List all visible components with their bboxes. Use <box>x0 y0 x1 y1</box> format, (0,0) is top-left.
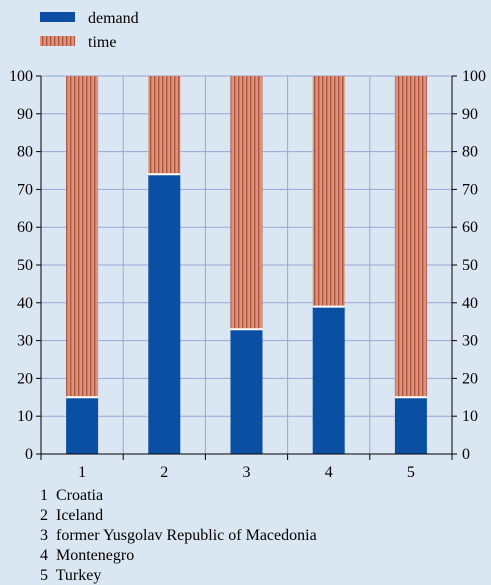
y-tick-label-left: 40 <box>17 295 33 312</box>
y-tick-label-right: 90 <box>462 106 478 123</box>
bar-demand-5 <box>394 397 427 454</box>
x-tick-label: 1 <box>78 464 86 481</box>
y-tick-label-right: 50 <box>462 257 478 274</box>
legend: demand time <box>40 10 139 51</box>
y-tick-label-right: 60 <box>462 219 478 236</box>
y-tick-label-right: 30 <box>462 333 478 350</box>
y-tick-label-right: 100 <box>462 68 486 85</box>
y-tick-label-left: 20 <box>17 370 33 387</box>
x-tick-label: 3 <box>243 464 251 481</box>
bar-demand-2 <box>148 174 181 454</box>
y-tick-label-right: 10 <box>462 408 478 425</box>
category-notes: 1 Croatia 2 Iceland 3 former Yusgolav Repu… <box>40 487 317 584</box>
bar-demand-3 <box>230 329 263 454</box>
bar-time-5 <box>394 76 427 398</box>
category-note: 1 Croatia <box>40 487 103 504</box>
y-tick-label-left: 50 <box>17 257 33 274</box>
legend-swatch-time <box>40 36 75 46</box>
y-tick-label-left: 10 <box>17 408 33 425</box>
category-note: 5 Turkey <box>40 567 101 584</box>
bar-time-3 <box>230 76 263 330</box>
y-tick-label-left: 70 <box>17 181 33 198</box>
y-tick-label-left: 90 <box>17 106 33 123</box>
y-tick-label-left: 0 <box>25 446 33 463</box>
bar-demand-1 <box>66 397 99 454</box>
bar-time-1 <box>66 76 99 398</box>
y-tick-label-left: 60 <box>17 219 33 236</box>
bar-time-4 <box>312 76 345 307</box>
x-tick-label: 4 <box>325 464 333 481</box>
category-note: 3 former Yusgolav Republic of Macedonia <box>40 527 317 544</box>
x-tick-label: 2 <box>160 464 168 481</box>
y-tick-label-right: 0 <box>462 446 470 463</box>
y-tick-label-left: 30 <box>17 333 33 350</box>
y-tick-label-left: 100 <box>9 68 33 85</box>
category-note: 2 Iceland <box>40 507 103 524</box>
y-tick-label-right: 80 <box>462 144 478 161</box>
legend-label-demand: demand <box>88 10 139 27</box>
y-tick-label-right: 20 <box>462 370 478 387</box>
x-tick-label: 5 <box>407 464 415 481</box>
y-tick-label-right: 40 <box>462 295 478 312</box>
axes: 0 0 10 10 20 20 30 30 40 40 50 50 60 60 70 70 80 80 90 90 10… <box>9 68 486 481</box>
category-note: 4 Montenegro <box>40 547 134 564</box>
bar-time-2 <box>148 76 181 175</box>
legend-label-time: time <box>88 34 116 51</box>
bars <box>66 76 427 454</box>
bar-demand-4 <box>312 306 345 454</box>
y-tick-label-right: 70 <box>462 181 478 198</box>
y-tick-label-left: 80 <box>17 144 33 161</box>
legend-swatch-demand <box>40 12 75 22</box>
